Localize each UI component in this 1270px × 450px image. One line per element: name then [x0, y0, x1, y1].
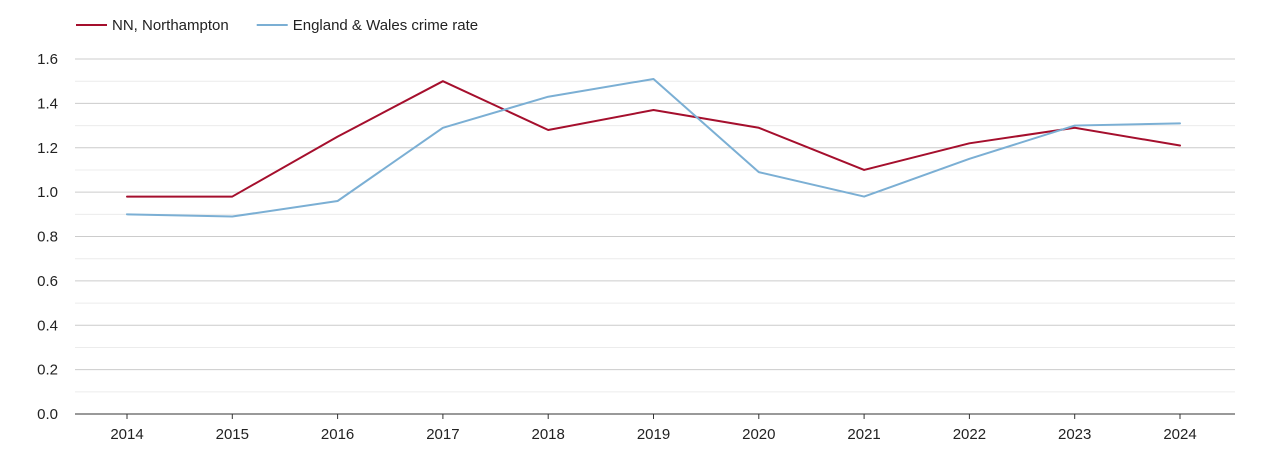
- x-tick-label: 2020: [742, 426, 775, 443]
- y-axis-ticks: 0.0 0.2 0.4 0.6 0.8 1.0 1.2 1.4 1.6: [37, 51, 58, 423]
- x-tick-label: 2019: [637, 426, 670, 443]
- legend: NN, Northampton England & Wales crime rat…: [76, 17, 478, 34]
- series-lines: [126, 77, 1181, 218]
- x-tick-label: 2018: [532, 426, 565, 443]
- y-tick-label: 1.6: [37, 51, 58, 68]
- x-tick-label: 2015: [216, 426, 249, 443]
- x-axis: 2014 2015 2016 2017 2018 2019 2020 2021 2022 2023…: [75, 413, 1235, 443]
- x-tick-label: 2021: [847, 426, 880, 443]
- x-tick-label: 2017: [426, 426, 459, 443]
- x-tick-label: 2014: [110, 426, 143, 443]
- series-line-2: [126, 77, 1181, 218]
- x-tick-label: 2023: [1058, 426, 1091, 443]
- y-tick-label: 1.4: [37, 95, 58, 112]
- series-line-1: [126, 80, 1181, 198]
- y-tick-label: 0.6: [37, 273, 58, 290]
- legend-label-1: NN, Northampton: [112, 17, 229, 34]
- x-tick-label: 2022: [953, 426, 986, 443]
- y-tick-label: 1.0: [37, 184, 58, 201]
- y-tick-label: 0.4: [37, 317, 58, 334]
- y-tick-label: 0.8: [37, 229, 58, 246]
- y-tick-label: 0.2: [37, 362, 58, 379]
- x-tick-label: 2024: [1163, 426, 1196, 443]
- grid: [75, 58, 1235, 393]
- legend-label-2: England & Wales crime rate: [293, 17, 478, 34]
- x-tick-label: 2016: [321, 426, 354, 443]
- y-tick-label: 1.2: [37, 140, 58, 157]
- y-tick-label: 0.0: [37, 406, 58, 423]
